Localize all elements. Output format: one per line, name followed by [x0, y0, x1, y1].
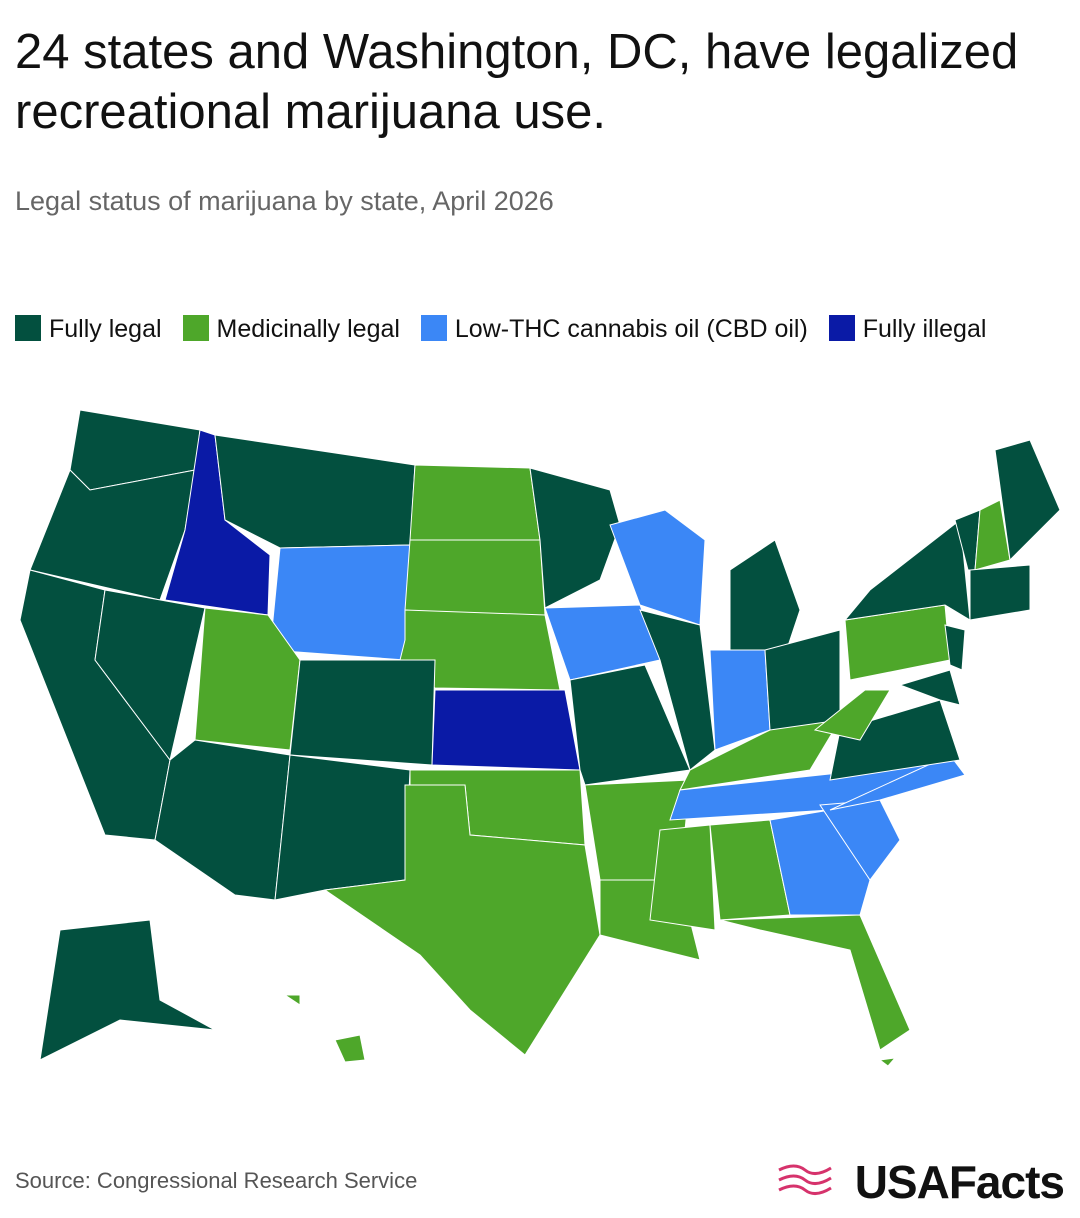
legend-label: Fully illegal	[862, 315, 987, 343]
legend-label: Fully legal	[49, 315, 162, 343]
legend-label: Medicinally legal	[216, 315, 400, 343]
state	[409, 464, 541, 541]
state	[649, 824, 716, 931]
source: Source: Congressional Research Service	[15, 1168, 418, 1193]
state	[944, 624, 966, 671]
state	[274, 754, 411, 901]
legend-item: Fully legal	[15, 315, 162, 343]
state	[431, 689, 581, 771]
legend-item: Fully illegal	[828, 315, 987, 343]
state	[569, 664, 691, 786]
state	[829, 699, 961, 781]
state	[813, 689, 891, 741]
logo-icon	[778, 1164, 832, 1195]
legend-item: Low-THC cannabis oil (CBD oil)	[420, 315, 808, 343]
state	[154, 739, 291, 901]
state	[898, 669, 961, 706]
state	[39, 919, 216, 1061]
state	[283, 994, 301, 1006]
legend: Fully legal Medicinally legal Low-THC ca…	[15, 308, 1015, 350]
state	[994, 439, 1061, 562]
legend-swatch	[15, 315, 41, 341]
state	[269, 544, 411, 661]
legend-swatch	[182, 315, 209, 341]
logo: USAFacts	[854, 1156, 1065, 1208]
state	[719, 914, 911, 1051]
legend-swatch	[420, 315, 447, 341]
state	[289, 659, 436, 766]
state	[529, 467, 621, 609]
legend-item: Medicinally legal	[182, 315, 400, 343]
state	[878, 1057, 897, 1067]
title: 24 states and Washington, DC, have legal…	[15, 25, 1019, 139]
state	[829, 754, 966, 811]
state	[609, 509, 706, 626]
state	[639, 609, 716, 771]
subtitle: Legal status of marijuana by state, Apri…	[15, 186, 554, 216]
state	[679, 719, 841, 791]
legend-swatch	[828, 315, 855, 341]
state	[399, 609, 561, 691]
state	[214, 434, 416, 549]
state	[334, 1034, 366, 1063]
state	[969, 564, 1031, 621]
legend-label: Low-THC cannabis oil (CBD oil)	[454, 315, 808, 343]
state	[843, 519, 971, 621]
map	[19, 409, 1061, 1067]
state	[323, 784, 601, 1056]
